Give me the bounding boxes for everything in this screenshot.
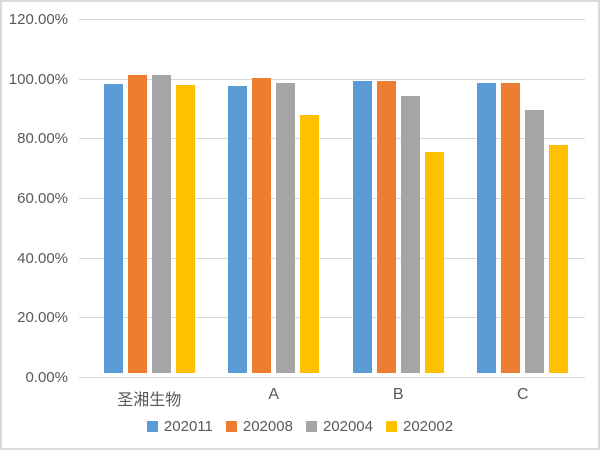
gridline xyxy=(79,138,585,140)
gridline xyxy=(79,78,585,80)
y-axis-tick-label: 20.00% xyxy=(17,309,68,327)
x-axis-category-label: B xyxy=(392,386,404,403)
gridline xyxy=(79,198,585,199)
bar-202008-B xyxy=(376,80,396,373)
bar-group-圣湘生物 xyxy=(103,74,195,373)
y-axis-tick-label: 100.00% xyxy=(8,70,68,88)
legend-item-202008: 202008 xyxy=(225,418,293,435)
bar-202008-A xyxy=(252,77,272,373)
gridline xyxy=(79,19,585,20)
bar-202002-圣湘生物 xyxy=(175,84,195,373)
bar-202008-圣湘生物 xyxy=(127,74,147,373)
legend-swatch-icon xyxy=(305,421,317,432)
legend-label: 202002 xyxy=(403,418,454,435)
bar-group-B xyxy=(352,80,444,373)
gridline xyxy=(79,377,585,378)
bar-202004-圣湘生物 xyxy=(151,74,171,373)
y-axis-tick-label: 80.00% xyxy=(17,130,68,148)
bar-202004-C xyxy=(525,110,545,373)
gridline xyxy=(79,317,585,319)
chart-legend: 202011 202008 202004 202002 xyxy=(2,419,598,434)
y-axis-tick-label: 120.00% xyxy=(8,11,68,28)
legend-swatch-icon xyxy=(386,421,397,432)
bar-202011-C xyxy=(477,82,497,373)
bar-202011-圣湘生物 xyxy=(103,83,123,373)
bar-202011-A xyxy=(228,85,248,373)
legend-label: 202004 xyxy=(322,418,373,435)
legend-item-202011: 202011 xyxy=(146,418,213,435)
legend-item-202004: 202004 xyxy=(305,418,373,435)
legend-label: 202008 xyxy=(242,418,293,435)
x-axis-category-label: 圣湘生物 xyxy=(117,392,182,409)
x-axis-category-label: C xyxy=(516,386,529,403)
bar-202004-A xyxy=(276,82,296,373)
bar-202008-C xyxy=(501,82,521,373)
bar-202002-A xyxy=(300,114,320,373)
legend-label: 202011 xyxy=(163,418,213,435)
bar-202002-C xyxy=(549,144,569,373)
y-axis-tick-label: 60.00% xyxy=(17,190,68,207)
legend-swatch-icon xyxy=(225,421,237,432)
y-axis-tick-label: 40.00% xyxy=(17,249,68,267)
legend-item-202002: 202002 xyxy=(386,419,453,434)
bar-202011-B xyxy=(352,80,372,373)
bar-202004-B xyxy=(400,96,420,373)
x-axis-category-label: A xyxy=(268,386,280,403)
gridline xyxy=(79,257,585,259)
bar-group-A xyxy=(228,77,320,373)
bar-group-C xyxy=(477,82,569,373)
y-axis-tick-label: 0.00% xyxy=(25,369,68,386)
bar-202002-B xyxy=(424,152,444,373)
legend-swatch-icon xyxy=(146,421,158,432)
